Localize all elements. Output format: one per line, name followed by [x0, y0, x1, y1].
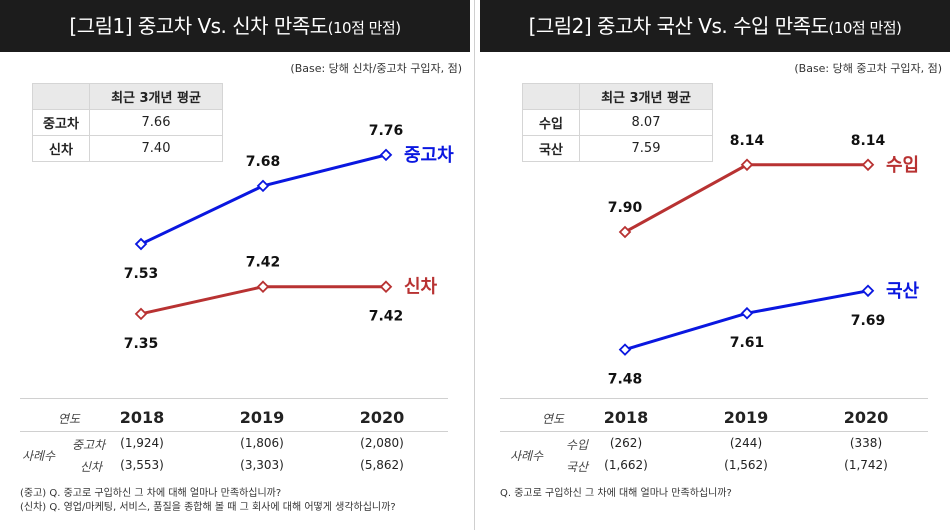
data-point-marker — [861, 158, 875, 172]
data-point-marker — [256, 280, 270, 293]
title-suffix: (10점 만점) — [327, 19, 401, 37]
question-note: (신차) Q. 영업/마케팅, 서비스, 품질을 종합해 볼 때 그 회사에 대… — [20, 502, 396, 513]
x-tick-label: 2019 — [723, 408, 769, 427]
title-text: [그림1] 중고차 Vs. 신차 만족도 — [69, 14, 328, 38]
sample-row-label: 중고차 — [72, 438, 106, 452]
data-label: 7.61 — [730, 335, 765, 351]
sample-size-label: 사례수 — [510, 449, 544, 463]
question-note: Q. 중고로 구입하신 그 차에 대해 얼마나 만족하십니까? — [500, 488, 732, 499]
data-point-marker — [618, 343, 632, 356]
average-table: 최근 3개년 평균 수입 8.07 국산 7.59 — [522, 83, 713, 162]
data-label: 7.35 — [124, 336, 159, 352]
data-point-marker — [740, 306, 754, 320]
panel-domestic-vs-import: [그림2] 중고차 국산 Vs. 수입 만족도(10점 만점) (Base: 당… — [480, 0, 950, 530]
sample-count: (3,553) — [120, 458, 164, 472]
year-axis-label: 연도 — [542, 412, 565, 426]
divider-line — [500, 398, 928, 399]
data-label: 7.53 — [124, 266, 159, 282]
data-point-marker — [740, 158, 754, 172]
title-text: [그림2] 중고차 국산 Vs. 수입 만족도 — [528, 14, 829, 38]
sample-size-label: 사례수 — [22, 449, 56, 463]
sample-count: (2,080) — [360, 436, 404, 450]
x-tick-label: 2020 — [843, 408, 889, 427]
sample-count: (5,862) — [360, 458, 404, 472]
data-label: 8.14 — [851, 133, 886, 149]
table-corner — [32, 83, 90, 110]
data-label: 7.68 — [246, 154, 281, 170]
panel-used-vs-new: [그림1] 중고차 Vs. 신차 만족도(10점 만점) (Base: 당해 신… — [0, 0, 470, 530]
data-label: 7.76 — [369, 123, 404, 139]
sample-count: (1,806) — [240, 436, 284, 450]
sample-count: (3,303) — [240, 458, 284, 472]
sample-count: (1,924) — [120, 436, 164, 450]
sample-count: (1,562) — [724, 458, 768, 472]
panel-title: [그림1] 중고차 Vs. 신차 만족도(10점 만점) — [0, 0, 470, 52]
sample-count: (338) — [849, 436, 883, 450]
data-point-marker — [379, 280, 393, 293]
series-name-label: 신차 — [404, 277, 438, 298]
data-point-marker — [861, 284, 875, 298]
data-label: 7.90 — [608, 200, 643, 216]
base-note: (Base: 당해 중고차 구입자, 점) — [794, 62, 942, 75]
table-row-label: 수입 — [522, 109, 580, 136]
data-label: 8.14 — [730, 133, 765, 149]
table-row-label: 국산 — [522, 135, 580, 162]
divider-line — [500, 431, 928, 432]
sample-row-label: 국산 — [566, 460, 589, 474]
series-name-label: 수입 — [886, 154, 919, 176]
table-header: 최근 3개년 평균 — [579, 83, 713, 110]
data-label: 7.69 — [851, 313, 886, 329]
sample-count: (244) — [729, 436, 763, 450]
table-row-value: 7.40 — [89, 135, 223, 162]
panel-divider — [470, 0, 480, 530]
data-label: 7.48 — [608, 372, 643, 388]
year-axis-label: 연도 — [58, 412, 81, 426]
series-name-label: 중고차 — [404, 145, 454, 166]
divider-line — [20, 398, 448, 399]
data-point-marker — [134, 237, 148, 251]
panel-title: [그림2] 중고차 국산 Vs. 수입 만족도(10점 만점) — [480, 0, 950, 52]
table-row-label: 신차 — [32, 135, 90, 162]
table-row-value: 7.59 — [579, 135, 713, 162]
series-name-label: 국산 — [886, 281, 920, 302]
sample-count: (262) — [609, 436, 643, 450]
data-label: 7.42 — [246, 255, 281, 271]
x-tick-label: 2018 — [603, 408, 649, 427]
data-point-marker — [256, 179, 270, 193]
data-point-marker — [379, 148, 393, 162]
sample-count: (1,742) — [844, 458, 888, 472]
series-line — [624, 163, 868, 234]
question-note: (중고) Q. 중고로 구입하신 그 차에 대해 얼마나 만족하십니까? — [20, 488, 282, 499]
data-point-marker — [134, 307, 148, 321]
x-tick-label: 2018 — [119, 408, 165, 427]
table-header: 최근 3개년 평균 — [89, 83, 223, 110]
base-note: (Base: 당해 신차/중고차 구입자, 점) — [290, 62, 462, 75]
x-tick-label: 2019 — [239, 408, 285, 427]
sample-row-label: 신차 — [80, 460, 103, 474]
average-table: 최근 3개년 평균 중고차 7.66 신차 7.40 — [32, 83, 223, 162]
title-suffix: (10점 만점) — [828, 19, 902, 37]
x-tick-label: 2020 — [359, 408, 405, 427]
data-point-marker — [618, 225, 632, 239]
divider-line — [20, 431, 448, 432]
sample-row-label: 수입 — [566, 438, 589, 452]
sample-count: (1,662) — [604, 458, 648, 472]
data-label: 7.42 — [369, 309, 404, 325]
